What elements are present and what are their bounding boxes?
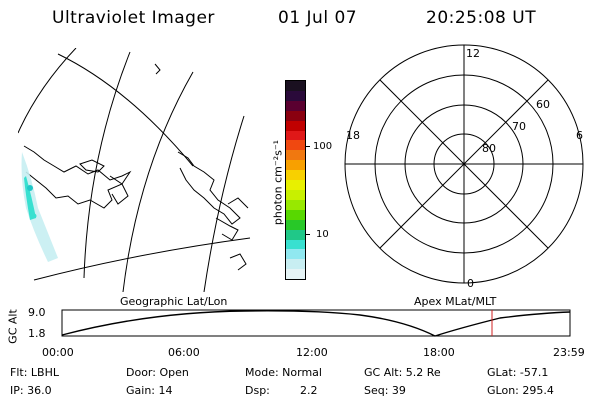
altitude-curve [61, 310, 571, 337]
aurora-emission [21, 152, 58, 262]
colorbar-segment [286, 140, 305, 151]
coastline [215, 217, 239, 241]
mlt-label-top: 12 [466, 47, 480, 60]
colorbar-segment [286, 150, 305, 161]
time-display: 20:25:08 UT [426, 8, 537, 28]
colorbar-segment [286, 269, 305, 280]
colorbar [285, 80, 306, 280]
apex-panel-label: Apex MLat/MLT [414, 295, 497, 308]
map-grid-line [57, 53, 194, 167]
geo-longitude-readout: GLon: 295.4 [487, 384, 554, 397]
coastline [229, 253, 247, 271]
gc-altitude-readout: GC Alt: 5.2 Re [364, 366, 441, 379]
colorbar-segment [286, 239, 305, 250]
mlat-label-60: 60 [536, 98, 550, 111]
colorbar-segment [286, 120, 305, 131]
geo-latitude-readout: GLat: -57.1 [487, 366, 549, 379]
map-grid-line [18, 48, 77, 134]
colorbar-segment [286, 90, 305, 101]
sequence-readout: Seq: 39 [364, 384, 406, 397]
mlt-label-right: 6 [576, 129, 583, 142]
coastline [79, 159, 105, 173]
colorbar-segment [286, 100, 305, 111]
timeline-xtick: 23:59 [553, 346, 585, 359]
mlat-label-80: 80 [482, 142, 496, 155]
polar-plot [344, 44, 584, 284]
ip-readout: IP: 36.0 [10, 384, 52, 397]
dsp-value: 2.2 [300, 384, 318, 397]
colorbar-tick [306, 146, 310, 147]
colorbar-segment [286, 219, 305, 230]
colorbar-segment [286, 259, 305, 270]
timeline-xtick: 00:00 [42, 346, 74, 359]
mode-readout: Mode: Normal [245, 366, 322, 379]
timeline-ymin: 1.8 [28, 327, 46, 340]
dsp-label: Dsp: [245, 384, 270, 397]
altitude-timeline [61, 309, 571, 337]
coastline [23, 145, 132, 209]
timeline-xtick: 06:00 [168, 346, 200, 359]
colorbar-segment [286, 199, 305, 210]
coastline [177, 151, 241, 225]
colorbar-segment [286, 130, 305, 141]
timeline-frame [61, 309, 571, 337]
timeline-ylabel: GC Alt [6, 309, 20, 344]
coastline [109, 175, 129, 205]
map-grid-line [203, 115, 245, 292]
geographic-map [18, 48, 251, 292]
map-grid-line [83, 51, 131, 279]
timeline-ymax: 9.0 [28, 306, 46, 319]
colorbar-unit-label: photon cm⁻²s⁻¹ [271, 139, 285, 226]
timeline-xtick: 18:00 [423, 346, 455, 359]
map-grid-line [122, 71, 194, 292]
colorbar-segment [286, 110, 305, 121]
date-display: 01 Jul 07 [278, 8, 358, 28]
colorbar-tick-label: 100 [313, 141, 333, 152]
coastline [154, 63, 161, 75]
mlat-label-70: 70 [512, 120, 526, 133]
colorbar-segment [286, 81, 305, 91]
polar-diagonal [379, 79, 549, 249]
colorbar-segment [286, 249, 305, 260]
filter-readout: Flt: LBHL [10, 366, 59, 379]
coastline [227, 197, 249, 209]
colorbar-tick [306, 234, 310, 235]
gain-readout: Gain: 14 [126, 384, 173, 397]
colorbar-tick-label: 10 [316, 229, 329, 240]
app-title: Ultraviolet Imager [52, 8, 215, 28]
mlt-label-bottom: 0 [467, 277, 474, 290]
mlt-label-left: 18 [346, 129, 360, 142]
geographic-panel-label: Geographic Lat/Lon [120, 295, 228, 308]
colorbar-segment [286, 180, 305, 190]
colorbar-segment [286, 170, 305, 181]
colorbar-segment [286, 229, 305, 240]
colorbar-segment [286, 160, 305, 171]
colorbar-segment [286, 189, 305, 200]
colorbar-segment [286, 209, 305, 220]
map-grid-line [33, 237, 251, 281]
door-readout: Door: Open [126, 366, 189, 379]
timeline-xtick: 12:00 [296, 346, 328, 359]
